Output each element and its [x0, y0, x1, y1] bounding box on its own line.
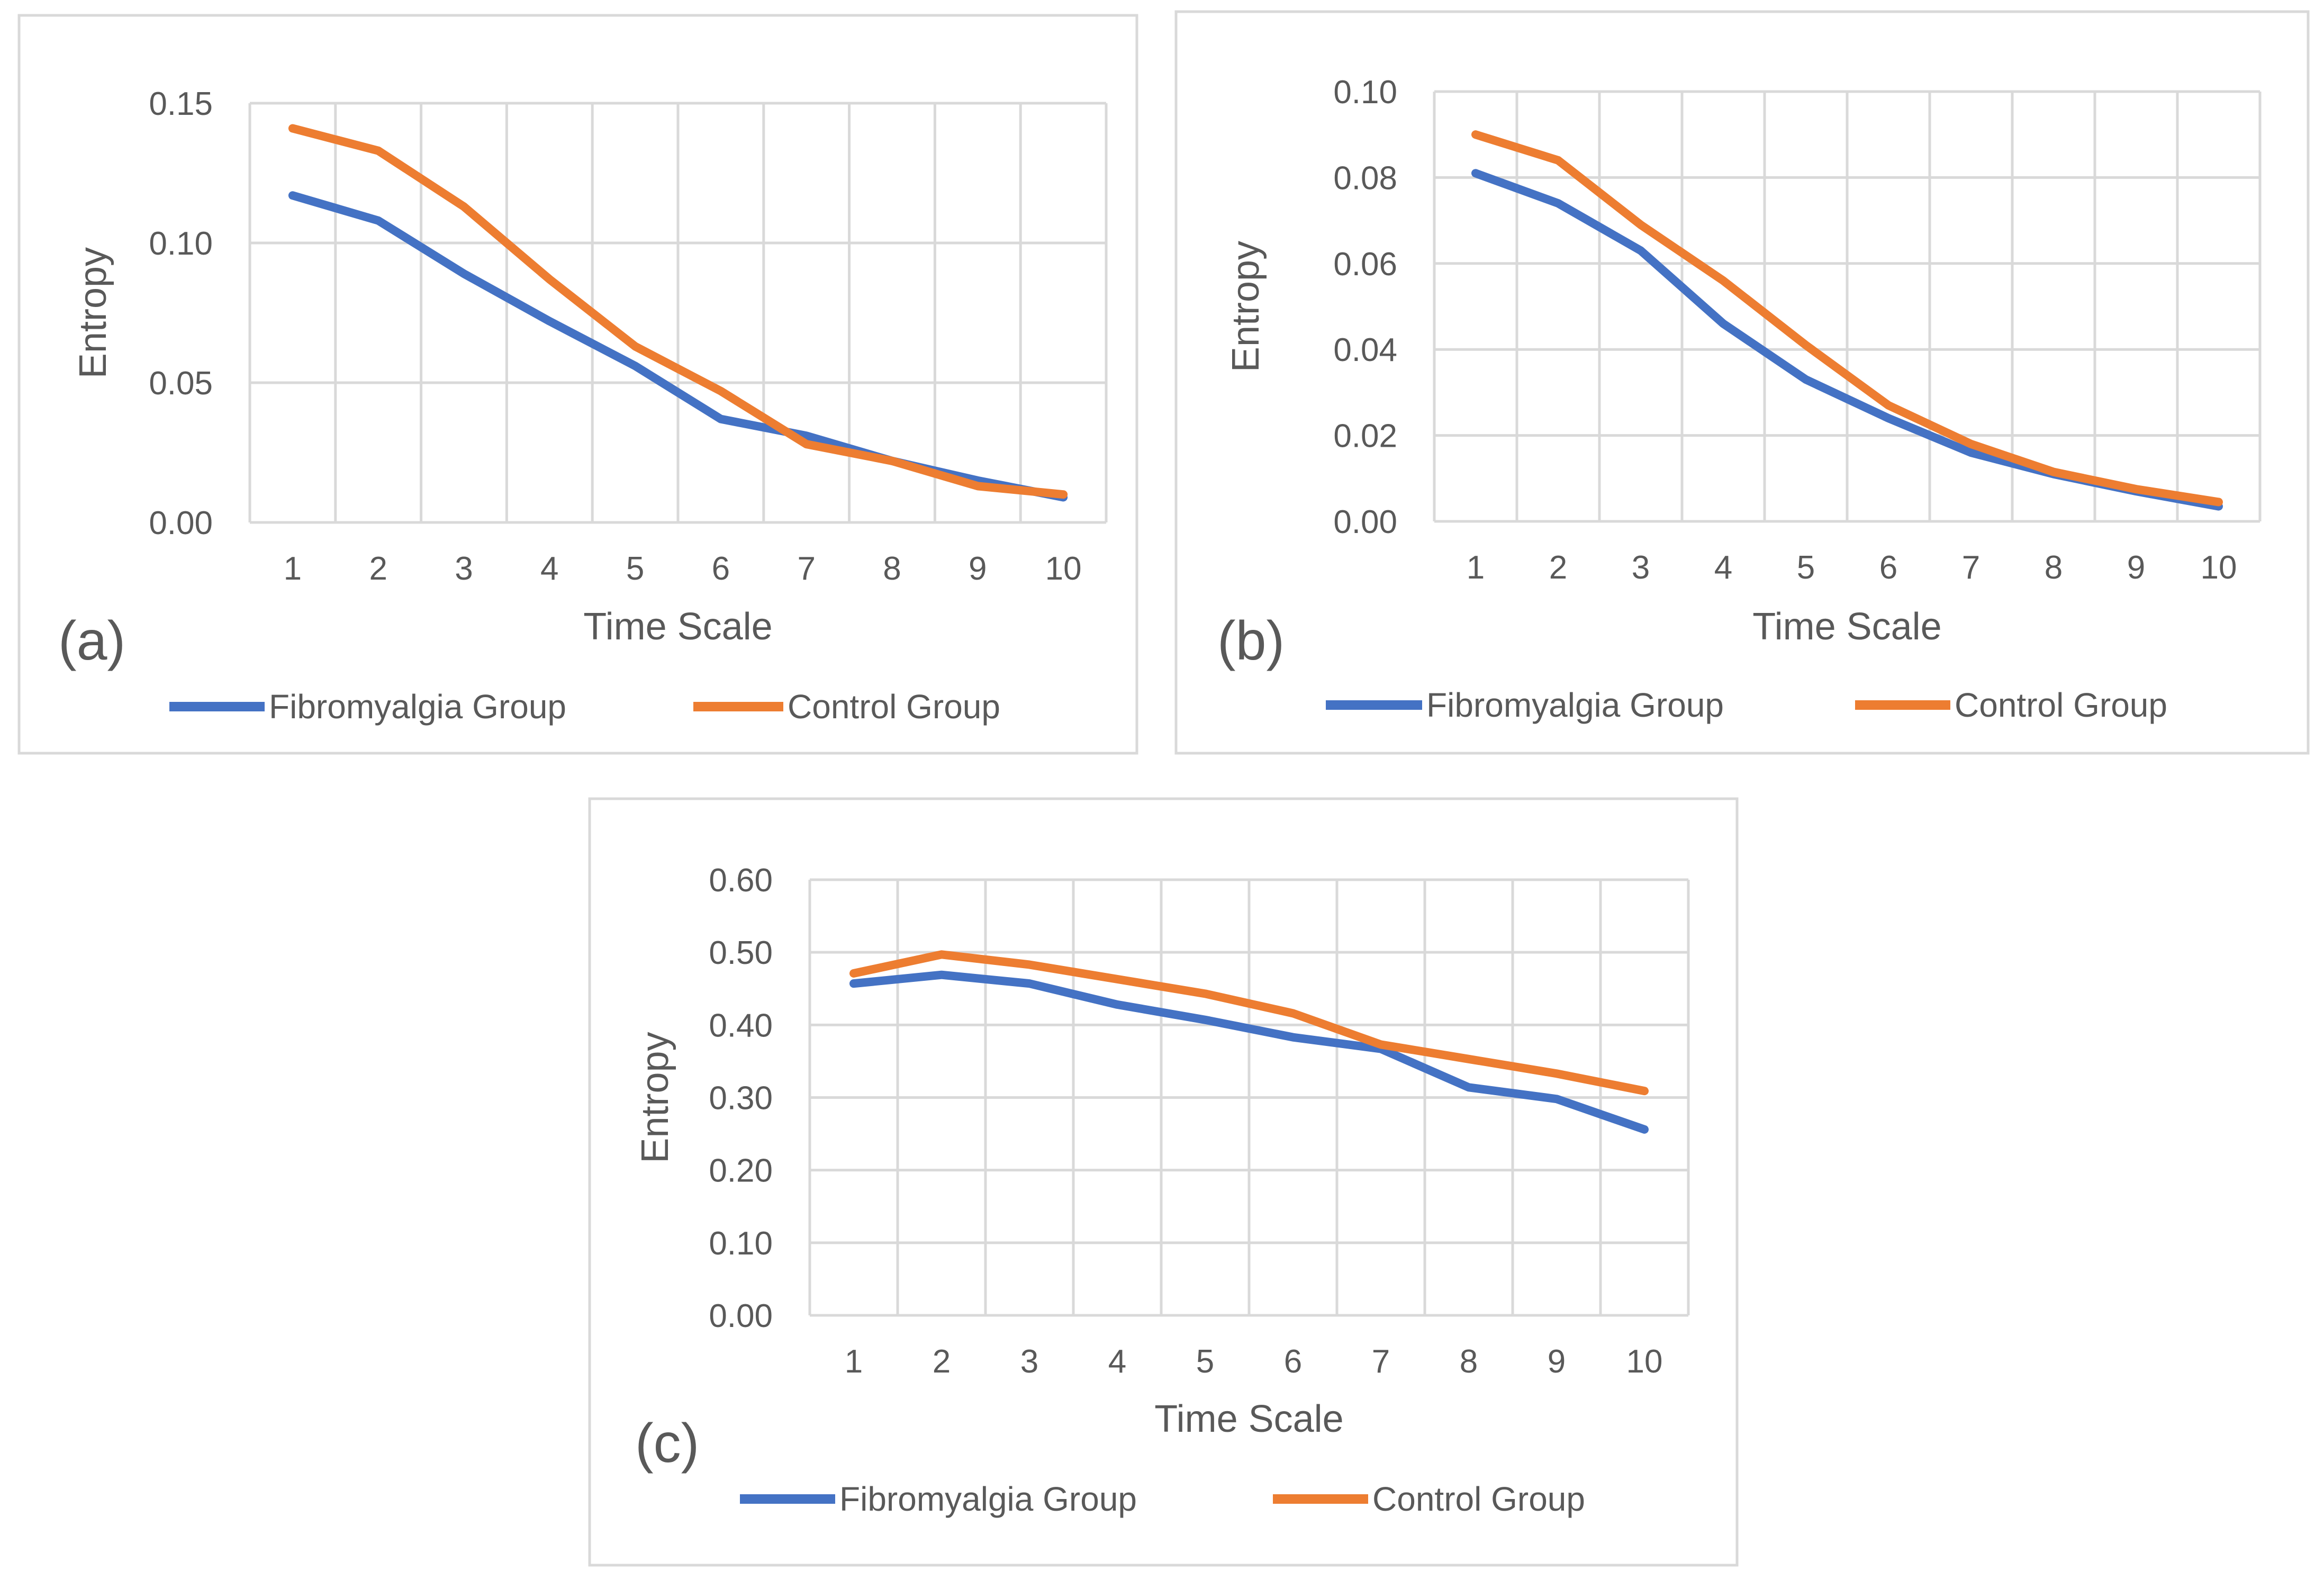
series-line-control-group [849, 950, 1649, 1096]
y-tick-label: 0.08 [1333, 160, 1397, 196]
y-axis-title: Entropy [634, 1032, 676, 1163]
chart-panel-b: 0.00 0.02 0.04 0.06 0.08 0.10 1 2 3 4 5 6 7 8 9 10 Time … [1174, 10, 2310, 755]
x-axis-title: Time Scale [1154, 1398, 1343, 1440]
x-tick-label: 9 [1548, 1343, 1566, 1380]
legend-label: Control Group [1955, 686, 2167, 724]
x-tick-label: 6 [1879, 549, 1897, 586]
x-tick-label: 3 [1020, 1343, 1038, 1380]
panel-label: (b) [1217, 610, 1285, 672]
chart-frame [1174, 10, 2310, 755]
x-tick-label: 9 [2127, 549, 2145, 586]
y-tick-label: 0.40 [709, 1007, 773, 1044]
x-tick-label: 2 [1549, 549, 1567, 586]
y-tick-label: 0.10 [149, 225, 213, 262]
y-tick-label: 0.10 [709, 1225, 773, 1262]
x-tick-label: 1 [845, 1343, 863, 1380]
legend-label: Fibromyalgia Group [1426, 686, 1724, 724]
legend-label: Fibromyalgia Group [269, 688, 566, 726]
x-tick-label: 5 [626, 550, 644, 587]
y-tick-label: 0.04 [1333, 332, 1397, 368]
x-axis-title: Time Scale [583, 606, 772, 648]
series-line-control-group [1471, 130, 2223, 507]
panel-label: (c) [635, 1413, 699, 1474]
y-tick-label: 0.00 [149, 505, 213, 541]
x-tick-label: 1 [1467, 549, 1485, 586]
y-tick-label: 0.30 [709, 1080, 773, 1117]
y-tick-label: 0.15 [149, 86, 213, 122]
x-tick-label: 3 [455, 550, 473, 587]
panel-label: (a) [58, 610, 125, 672]
legend-label: Control Group [788, 688, 1000, 726]
x-tick-label: 10 [2201, 549, 2237, 586]
x-tick-label: 3 [1632, 549, 1650, 586]
y-tick-label: 0.10 [1333, 74, 1397, 111]
x-tick-label: 6 [1284, 1343, 1302, 1380]
y-tick-label: 0.00 [709, 1298, 773, 1334]
x-tick-label: 6 [712, 550, 730, 587]
y-tick-label: 0.20 [709, 1153, 773, 1189]
y-tick-label: 0.02 [1333, 418, 1397, 455]
x-tick-label: 5 [1196, 1343, 1214, 1380]
y-tick-label: 0.60 [709, 862, 773, 899]
x-tick-label: 8 [2045, 549, 2063, 586]
legend-label: Control Group [1372, 1480, 1585, 1518]
chart-frame [17, 14, 1138, 755]
series-line-control-group [288, 124, 1068, 499]
x-tick-label: 2 [933, 1343, 951, 1380]
x-tick-label: 8 [883, 550, 901, 587]
x-axis-title: Time Scale [1752, 606, 1941, 648]
x-tick-label: 4 [1108, 1343, 1126, 1380]
legend-label: Fibromyalgia Group [839, 1480, 1137, 1518]
x-tick-label: 7 [797, 550, 815, 587]
x-tick-label: 10 [1626, 1343, 1663, 1380]
chart-frame [588, 797, 1739, 1567]
x-tick-label: 9 [969, 550, 987, 587]
y-axis-title: Entropy [1225, 241, 1267, 372]
y-tick-label: 0.00 [1333, 504, 1397, 540]
x-tick-label: 2 [369, 550, 387, 587]
x-tick-label: 8 [1460, 1343, 1478, 1380]
x-tick-label: 4 [1714, 549, 1732, 586]
x-tick-label: 10 [1045, 550, 1082, 587]
y-tick-label: 0.06 [1333, 246, 1397, 283]
x-tick-label: 7 [1372, 1343, 1390, 1380]
x-tick-label: 7 [1962, 549, 1980, 586]
chart-panel-a: 0.00 0.05 0.10 0.15 1 2 3 4 5 6 7 8 9 10 Time Scale Ent… [17, 14, 1138, 755]
x-tick-label: 1 [284, 550, 302, 587]
y-axis-title: Entropy [72, 247, 114, 378]
chart-panel-c: 0.00 0.10 0.20 0.30 0.40 0.50 0.60 1 2 3 4 5 6 7 8 9 10 T… [588, 797, 1739, 1567]
y-tick-label: 0.05 [149, 365, 213, 402]
x-tick-label: 5 [1797, 549, 1815, 586]
x-tick-label: 4 [540, 550, 558, 587]
series-line-fibromyalgia-group [849, 970, 1649, 1134]
y-tick-label: 0.50 [709, 935, 773, 971]
